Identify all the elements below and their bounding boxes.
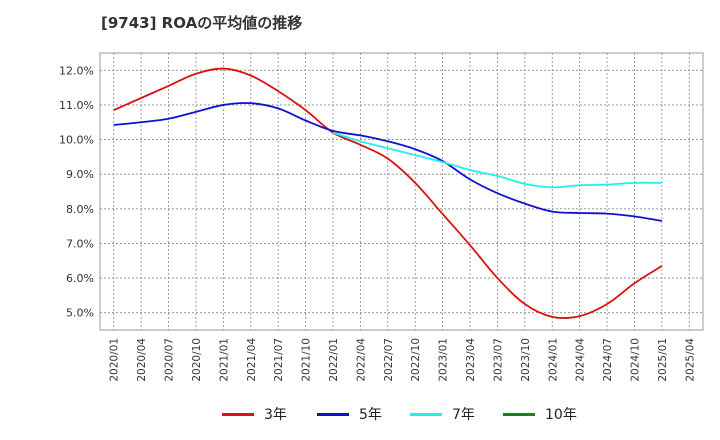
legend-item: 10年 xyxy=(503,402,577,426)
x-tick-label: 2020/07 xyxy=(164,338,176,382)
legend-label: 10年 xyxy=(545,407,577,423)
x-axis-tick-labels: 2020/01 2020/04 2020/07 2020/10 2021/01 2021/… xyxy=(109,338,697,382)
x-tick-label: 2021/10 xyxy=(301,338,313,382)
x-tick-label: 2020/10 xyxy=(191,338,203,382)
x-tick-label: 2023/01 xyxy=(438,338,450,382)
legend-label: 7年 xyxy=(452,407,475,423)
series-lines xyxy=(113,67,663,319)
x-tick-label: 2022/07 xyxy=(383,338,395,382)
x-tick-label: 2024/04 xyxy=(575,338,587,382)
y-tick-label: 11.0% xyxy=(59,99,94,112)
x-tick-label: 2025/04 xyxy=(684,338,696,382)
series-line-7年 xyxy=(332,131,662,189)
series-line-5年 xyxy=(113,102,663,222)
grid-lines xyxy=(100,53,703,330)
legend-item: 5年 xyxy=(317,402,382,426)
legend-label: 3年 xyxy=(264,407,287,423)
legend-item: 7年 xyxy=(410,402,475,426)
chart-title: [9743] ROAの平均値の推移 xyxy=(101,14,303,32)
y-tick-label: 7.0% xyxy=(66,237,94,250)
x-tick-label: 2020/04 xyxy=(136,338,148,382)
x-tick-label: 2024/10 xyxy=(629,338,641,382)
y-tick-label: 10.0% xyxy=(59,134,94,147)
y-tick-label: 9.0% xyxy=(66,168,94,181)
y-tick-label: 12.0% xyxy=(59,64,94,77)
x-tick-label: 2024/01 xyxy=(547,338,559,382)
plot-area xyxy=(99,52,704,331)
legend-swatch xyxy=(317,412,349,416)
x-tick-label: 2021/04 xyxy=(246,338,258,382)
x-tick-label: 2021/01 xyxy=(218,338,230,382)
x-tick-label: 2022/10 xyxy=(410,338,422,382)
x-tick-label: 2020/01 xyxy=(109,338,121,382)
y-tick-label: 6.0% xyxy=(66,272,94,285)
legend-swatch xyxy=(222,412,254,416)
legend-swatch xyxy=(503,412,535,416)
x-tick-label: 2025/01 xyxy=(657,338,669,382)
x-tick-label: 2022/01 xyxy=(328,338,340,382)
x-tick-label: 2023/04 xyxy=(465,338,477,382)
x-tick-label: 2022/04 xyxy=(355,338,367,382)
line-chart: 5.0% 6.0% 7.0% 8.0% 9.0% 10.0% 11.0% 12.0% 2020… xyxy=(59,52,704,382)
x-tick-label: 2024/07 xyxy=(602,338,614,382)
legend-item: 3年 xyxy=(222,402,287,426)
legend: 3年 5年 7年 10年 xyxy=(0,402,720,426)
y-tick-label: 8.0% xyxy=(66,203,94,216)
x-tick-label: 2023/07 xyxy=(492,338,504,382)
legend-label: 5年 xyxy=(359,407,382,423)
y-axis-tick-labels: 5.0% 6.0% 7.0% 8.0% 9.0% 10.0% 11.0% 12.0% xyxy=(59,64,94,319)
series-line-3年 xyxy=(113,67,663,319)
legend-swatch xyxy=(410,412,442,416)
x-tick-label: 2023/10 xyxy=(520,338,532,382)
x-tick-label: 2021/07 xyxy=(273,338,285,382)
y-tick-label: 5.0% xyxy=(66,307,94,320)
